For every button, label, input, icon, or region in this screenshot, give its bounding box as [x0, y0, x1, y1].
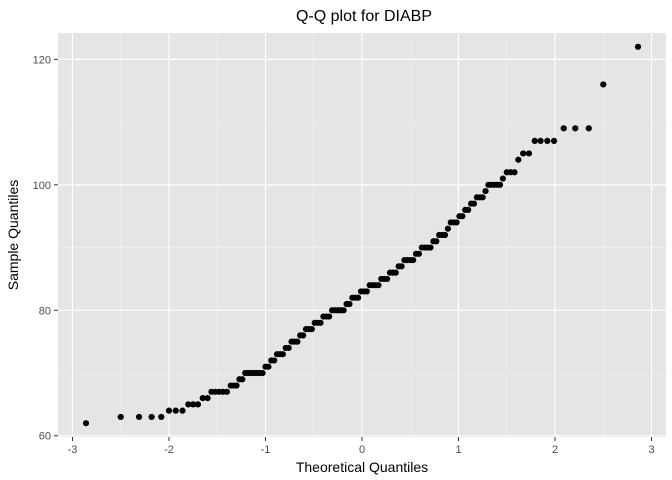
x-tick-label: -1	[261, 444, 271, 456]
data-point	[453, 219, 460, 226]
x-tick-label: 1	[455, 444, 461, 456]
data-point	[346, 300, 353, 308]
x-tick-label: -2	[164, 444, 174, 456]
x-tick-label: 2	[552, 444, 558, 456]
minor-gridlines	[58, 33, 666, 437]
data-point	[482, 187, 489, 195]
data-point	[410, 256, 417, 264]
data-point	[165, 407, 173, 414]
data-point	[531, 137, 538, 145]
y-tick-label: 120	[33, 54, 51, 66]
data-point	[355, 294, 362, 301]
data-point	[204, 395, 211, 402]
y-axis-ticks: 60 80 100 120	[33, 54, 58, 443]
y-tick-label: 60	[39, 431, 51, 443]
data-point	[363, 288, 370, 295]
data-point	[525, 150, 533, 157]
data-point	[465, 206, 472, 214]
data-point	[550, 137, 558, 145]
y-axis-title: Sample Quantiles	[5, 180, 21, 291]
data-point	[634, 43, 642, 50]
data-point	[271, 357, 278, 364]
data-point	[179, 407, 186, 414]
data-point	[479, 194, 486, 201]
x-axis-ticks: -3 -2 -1 0 1 2 3	[68, 437, 655, 456]
y-tick-label: 100	[33, 180, 51, 192]
data-point	[515, 156, 522, 163]
x-tick-label: 3	[648, 444, 654, 456]
data-point	[520, 150, 527, 157]
data-point	[444, 225, 451, 232]
data-point	[158, 413, 165, 421]
data-point	[194, 401, 202, 408]
data-point	[279, 351, 286, 358]
data-point	[199, 395, 206, 402]
data-point	[441, 231, 449, 239]
data-point	[317, 319, 324, 326]
data-point	[398, 263, 405, 270]
data-point	[233, 382, 240, 389]
data-point	[300, 332, 307, 339]
data-point	[117, 413, 124, 421]
data-point	[544, 137, 551, 145]
data-point	[185, 401, 192, 408]
data-point	[135, 413, 143, 421]
data-point	[496, 181, 504, 188]
x-tick-label: -3	[68, 444, 78, 456]
data-point	[433, 238, 440, 245]
data-point	[427, 244, 434, 251]
data-point	[572, 125, 579, 132]
y-tick-label: 80	[39, 305, 51, 317]
major-gridlines	[58, 33, 666, 437]
data-point	[308, 325, 315, 333]
data-point	[294, 338, 301, 345]
data-point	[511, 169, 518, 176]
data-point	[190, 401, 197, 408]
data-point	[223, 388, 230, 395]
data-point	[383, 275, 391, 283]
x-tick-label: 0	[359, 444, 365, 456]
data-point	[285, 344, 292, 352]
data-point	[392, 269, 399, 276]
data-point	[148, 413, 155, 421]
x-axis-title: Theoretical Quantiles	[296, 459, 428, 475]
data-point	[82, 420, 90, 427]
data-points	[82, 43, 642, 427]
data-point	[499, 175, 507, 182]
data-point	[459, 213, 466, 220]
data-point	[560, 125, 567, 132]
data-point	[239, 376, 246, 383]
data-point	[585, 125, 592, 132]
data-point	[537, 137, 544, 145]
data-point	[340, 307, 347, 314]
data-point	[326, 313, 333, 320]
data-point	[265, 363, 272, 370]
data-point	[172, 407, 179, 414]
data-point	[259, 369, 266, 377]
data-point	[415, 250, 423, 257]
data-point	[375, 282, 382, 289]
chart-title: Q-Q plot for DIABP	[296, 8, 432, 25]
data-point	[470, 200, 478, 207]
data-point	[600, 81, 607, 88]
